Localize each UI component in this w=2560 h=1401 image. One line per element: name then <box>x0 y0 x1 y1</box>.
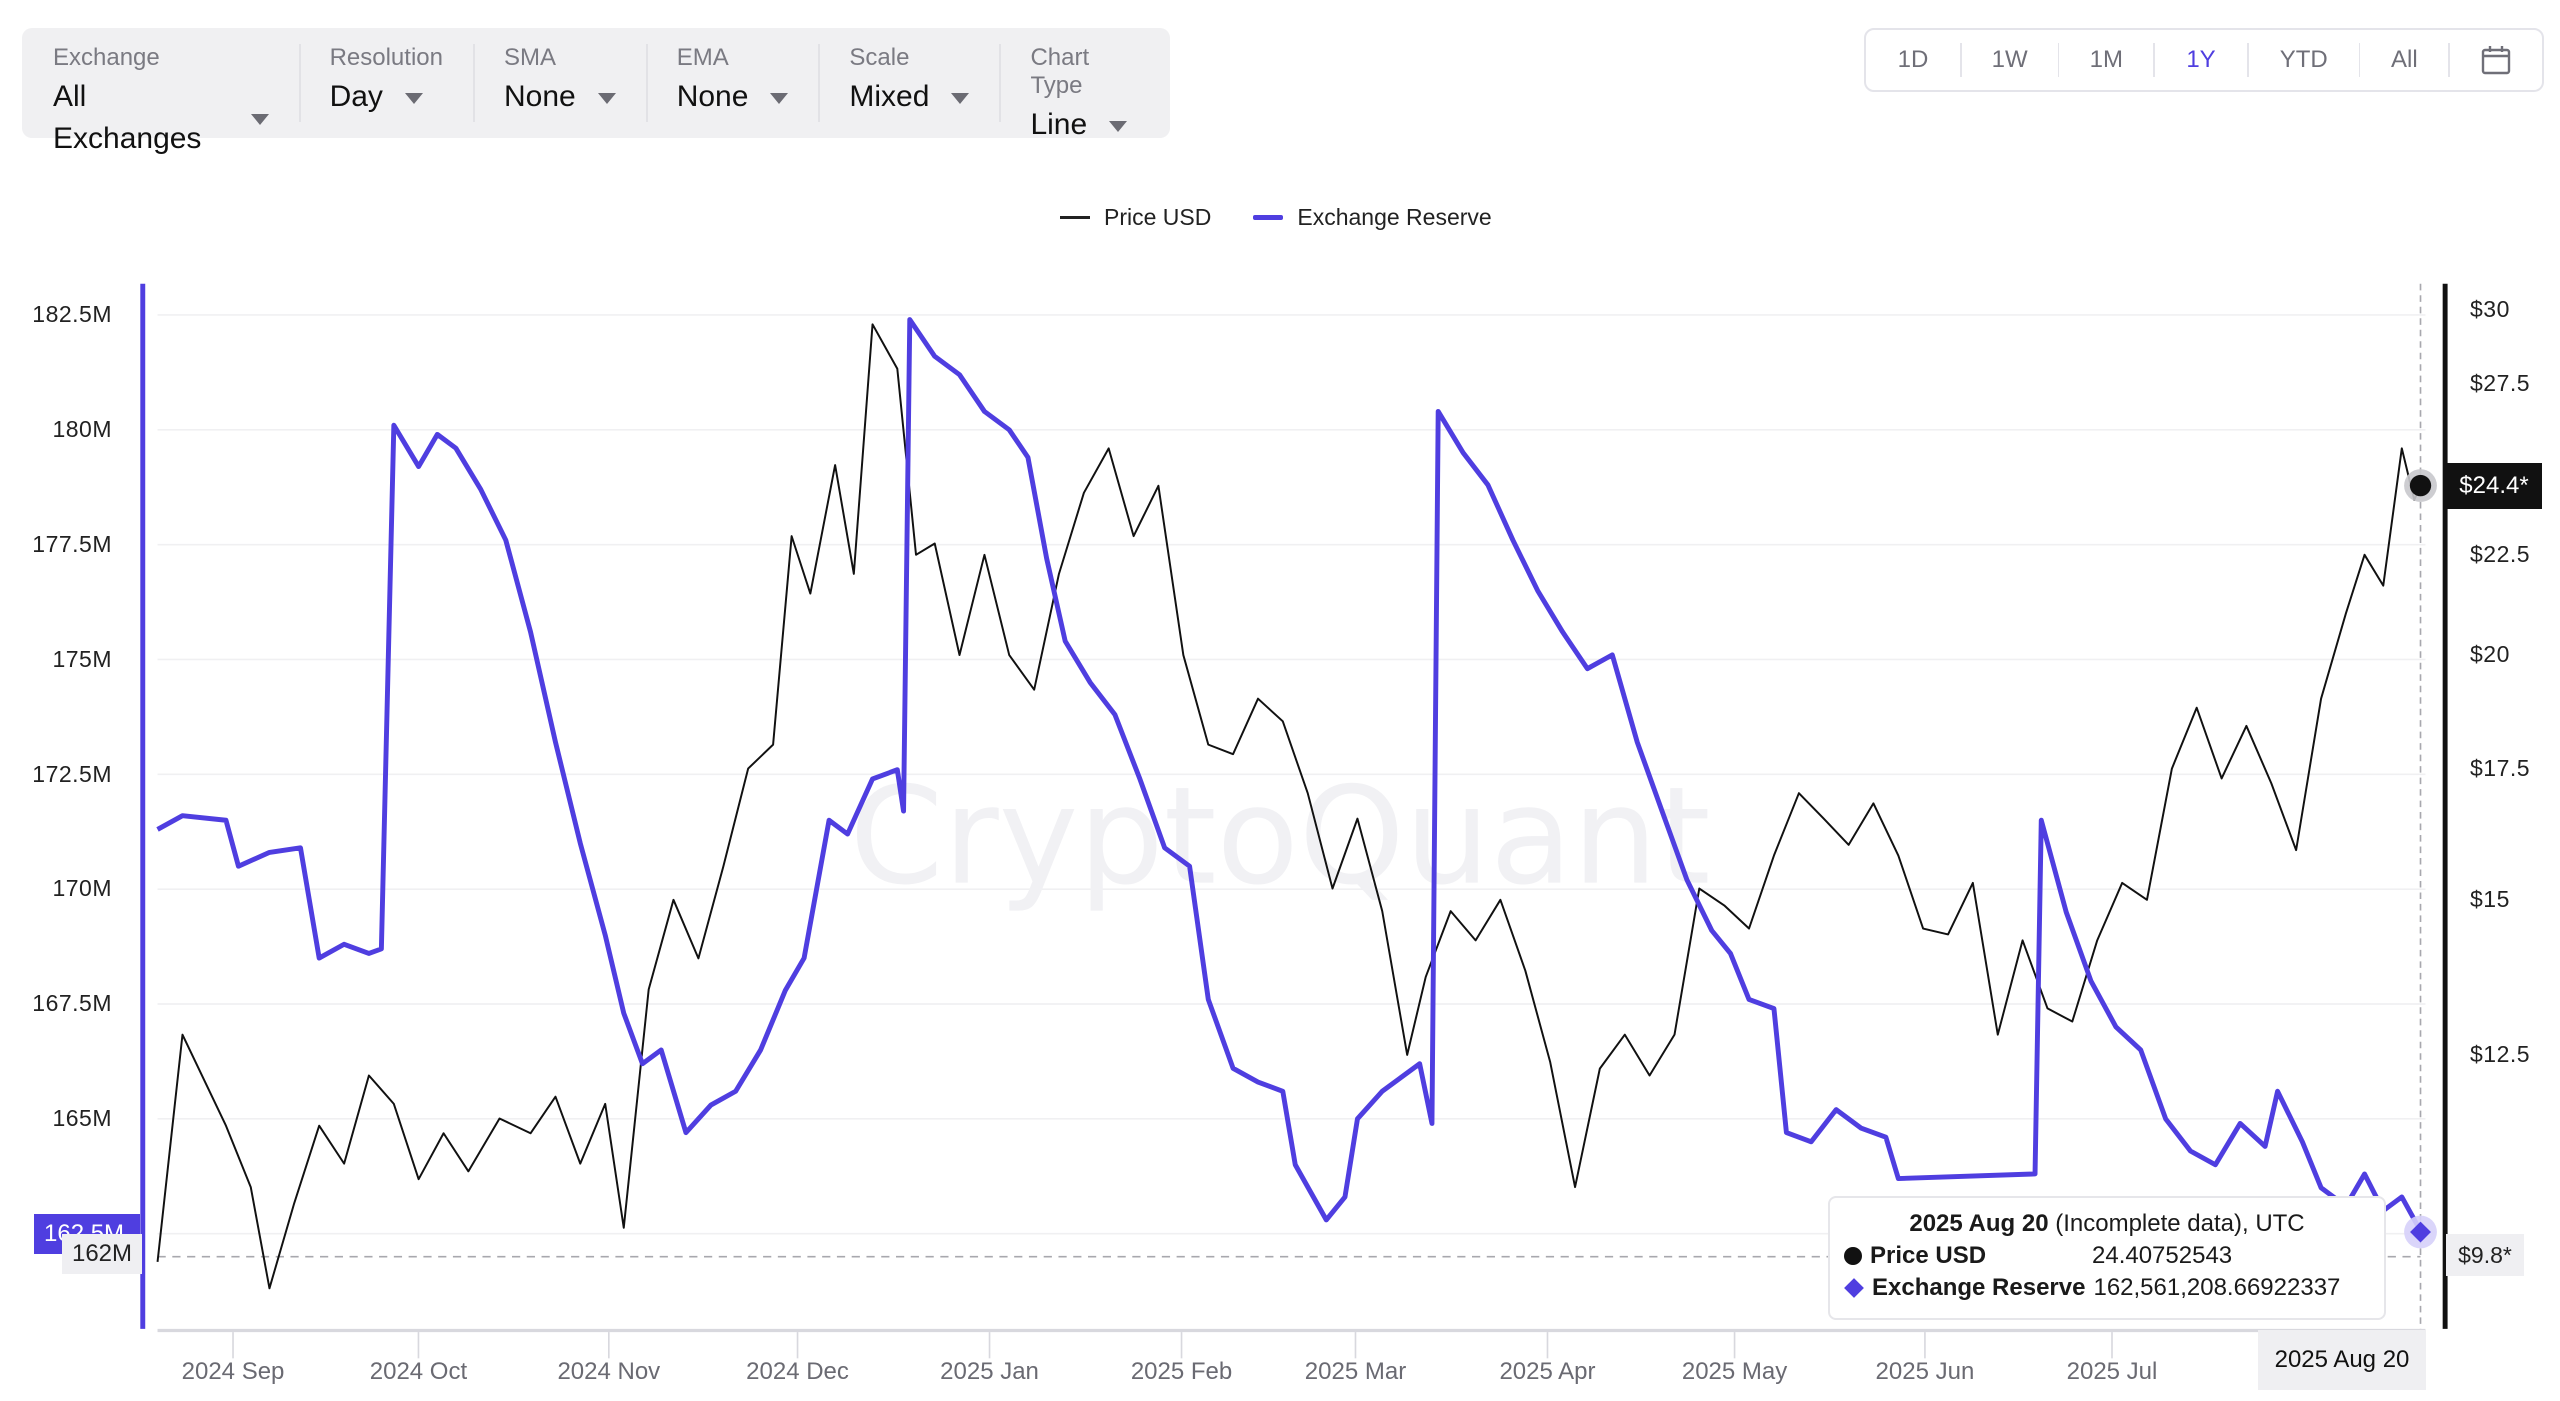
caret-down-icon <box>770 92 789 104</box>
range-all-button[interactable]: All <box>2391 46 2418 73</box>
x-tick-label: 2024 Nov <box>557 1358 661 1385</box>
filter-value: All Exchanges <box>53 80 202 155</box>
x-tick-label: 2024 Oct <box>369 1358 468 1385</box>
line-swatch-icon <box>1253 215 1284 220</box>
diamond-marker-icon <box>1844 1278 1864 1298</box>
price-cursor-dot <box>2409 474 2432 497</box>
range-ytd-button[interactable]: YTD <box>2279 46 2328 73</box>
filter-label: Exchange <box>53 44 160 71</box>
y-tick-label: 170M <box>52 875 112 902</box>
x-tick-label: 2025 Apr <box>1499 1358 1596 1385</box>
calendar-icon <box>2481 46 2511 75</box>
x-tick-label: 2025 Jun <box>1875 1358 1975 1385</box>
y-tick-label: $30 <box>2470 296 2510 323</box>
watermark: CryptoQuant <box>849 758 1710 915</box>
filter-sma[interactable]: SMA None <box>472 28 646 138</box>
price-axis-badge: $24.4* <box>2446 463 2542 509</box>
filter-scale[interactable]: Scale Mixed <box>818 28 999 138</box>
caret-down-icon <box>404 92 423 104</box>
date-picker-button[interactable] <box>2450 45 2542 75</box>
filter-value: None <box>676 80 749 113</box>
time-range-selector: 1D 1W 1M 1Y YTD All <box>1864 28 2544 92</box>
legend-label: Price USD <box>1104 204 1212 230</box>
price-usd-line <box>156 323 2422 1290</box>
line-swatch-icon <box>1060 216 1090 219</box>
filter-label: Chart Type <box>1030 44 1090 99</box>
range-1m-button[interactable]: 1M <box>2089 46 2124 73</box>
divider <box>2448 43 2451 77</box>
y-tick-label: $22.5 <box>2470 540 2531 567</box>
filter-label: Resolution <box>329 44 443 71</box>
filter-exchange[interactable]: Exchange All Exchanges <box>22 28 299 155</box>
y-tick-label: 177.5M <box>32 530 112 557</box>
divider <box>1960 43 1962 77</box>
tooltip-value: 162,561,208.66922337 <box>2093 1274 2341 1301</box>
y-tick-label: 180M <box>52 415 112 442</box>
x-tick-label: 2025 Jul <box>2066 1358 2158 1385</box>
y-tick-label: 167.5M <box>32 990 112 1017</box>
caret-down-icon <box>1109 120 1128 132</box>
circle-marker-icon <box>1844 1247 1862 1265</box>
x-tick-label: 2025 May <box>1681 1358 1788 1385</box>
filter-label: Scale <box>849 44 910 71</box>
x-tick-label: 2025 Feb <box>1130 1358 1233 1385</box>
x-tick-label: 2024 Sep <box>181 1358 285 1385</box>
y-tick-label: $20 <box>2470 641 2510 668</box>
divider <box>2358 43 2361 77</box>
cursor-y-right-badge: $9.8* <box>2446 1234 2524 1276</box>
chart-legend: Price USD Exchange Reserve <box>1060 204 1492 231</box>
filter-ema[interactable]: EMA None <box>645 28 819 138</box>
x-tick-label: 2024 Dec <box>746 1358 849 1385</box>
tooltip-date: 2025 Aug 20 <box>1909 1210 2049 1237</box>
y-tick-label: 182.5M <box>32 301 112 328</box>
tooltip-note: (Incomplete data), UTC <box>2048 1210 2305 1237</box>
tooltip-value: 24.40752543 <box>2092 1242 2233 1269</box>
chart-tooltip: 2025 Aug 20 (Incomplete data), UTC Price… <box>1828 1196 2386 1320</box>
tooltip-label: Price USD <box>1870 1242 1987 1269</box>
legend-item-reserve[interactable]: Exchange Reserve <box>1253 204 1492 231</box>
tooltip-title: 2025 Aug 20 (Incomplete data), UTC <box>1844 1208 2370 1240</box>
divider <box>2247 43 2249 77</box>
x-tick-label: 2025 Mar <box>1304 1358 1407 1385</box>
caret-down-icon <box>951 92 970 104</box>
filter-chart-type[interactable]: Chart Type Line <box>999 28 1170 141</box>
tooltip-label: Exchange Reserve <box>1872 1274 2086 1301</box>
filter-value: Day <box>329 80 383 113</box>
legend-label: Exchange Reserve <box>1297 204 1492 230</box>
filter-resolution[interactable]: Resolution Day <box>298 28 473 138</box>
y-tick-label: $17.5 <box>2470 754 2531 781</box>
legend-item-price[interactable]: Price USD <box>1060 204 1211 231</box>
y-tick-label: $15 <box>2470 886 2510 913</box>
divider <box>2153 43 2156 77</box>
cursor-x-badge: 2025 Aug 20 <box>2258 1330 2426 1390</box>
x-axis-ticks <box>232 1332 2113 1359</box>
y-tick-label: $12.5 <box>2470 1041 2531 1068</box>
filter-label: SMA <box>503 44 556 71</box>
filter-value: None <box>503 80 576 113</box>
tooltip-row-price: Price USD 24.40752543 <box>1844 1240 2370 1272</box>
y-tick-label: $27.5 <box>2470 370 2531 397</box>
filter-value: Line <box>1030 108 1088 141</box>
tooltip-row-reserve: Exchange Reserve 162,561,208.66922337 <box>1844 1272 2370 1304</box>
range-1y-button[interactable]: 1Y <box>2186 46 2216 73</box>
filter-label: EMA <box>676 44 729 71</box>
caret-down-icon <box>597 92 616 104</box>
caret-down-icon <box>250 113 269 125</box>
filter-bar: Exchange All Exchanges Resolution Day SM… <box>22 28 1170 155</box>
x-tick-label: 2025 Jan <box>940 1358 1039 1385</box>
range-1d-button[interactable]: 1D <box>1897 46 1929 73</box>
cursor-y-left-badge: 162M <box>62 1234 142 1274</box>
y-tick-label: 175M <box>52 645 112 672</box>
filter-value: Mixed <box>849 80 930 113</box>
y-tick-label: 165M <box>52 1105 112 1132</box>
exchange-reserve-line <box>156 317 2423 1233</box>
divider <box>2057 43 2060 77</box>
y-tick-label: 172.5M <box>32 760 112 787</box>
range-1w-button[interactable]: 1W <box>1991 46 2028 73</box>
